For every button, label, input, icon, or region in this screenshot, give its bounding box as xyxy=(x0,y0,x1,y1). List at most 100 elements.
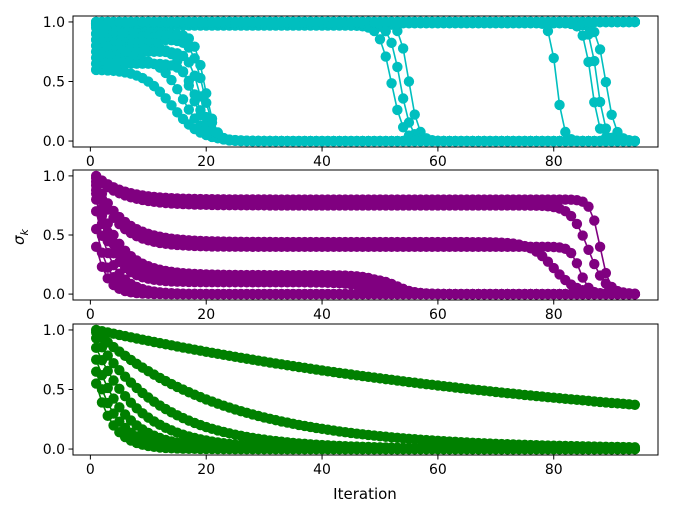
data-point xyxy=(90,223,102,235)
x-tick-label: 0 xyxy=(86,307,95,323)
data-point xyxy=(600,123,612,134)
data-point xyxy=(96,261,108,273)
x-tick-label: 0 xyxy=(86,154,95,170)
data-point xyxy=(96,397,108,408)
y-tick-label: 1.0 xyxy=(43,323,65,339)
y-tick-label: 0.0 xyxy=(43,287,65,303)
data-point xyxy=(160,67,171,79)
data-point xyxy=(102,410,113,422)
data-point xyxy=(594,241,606,253)
y-axis-label: σk xyxy=(10,228,31,245)
data-point xyxy=(183,104,195,115)
data-point xyxy=(108,358,119,369)
x-tick-label: 80 xyxy=(545,154,563,170)
data-point xyxy=(629,135,641,147)
data-point xyxy=(189,41,200,52)
series-10 xyxy=(90,241,641,300)
panel-2: 0 20 40 60 80 0.0 0.5 1.0 xyxy=(43,169,659,323)
data-point xyxy=(177,67,189,78)
data-point xyxy=(177,94,189,105)
data-point xyxy=(542,25,554,37)
data-point xyxy=(380,25,391,37)
x-tick-label: 80 xyxy=(545,462,563,478)
data-point xyxy=(206,113,218,124)
data-point xyxy=(629,443,641,455)
data-point xyxy=(397,93,409,104)
x-tick-label: 60 xyxy=(429,462,447,478)
data-point xyxy=(90,241,102,253)
data-point xyxy=(90,206,102,217)
x-tick-label: 40 xyxy=(313,154,331,170)
data-point xyxy=(392,25,403,37)
series-22 xyxy=(90,16,641,34)
data-point xyxy=(594,270,606,281)
y-tick-label: 1.0 xyxy=(43,15,65,31)
data-point xyxy=(548,52,559,64)
data-point xyxy=(589,258,600,270)
data-point xyxy=(166,74,177,86)
x-tick-label: 40 xyxy=(313,307,331,323)
data-point xyxy=(195,59,206,71)
data-point xyxy=(629,288,641,300)
data-point xyxy=(183,33,195,44)
data-point xyxy=(629,16,641,28)
data-point xyxy=(90,366,102,377)
series-line xyxy=(96,62,635,142)
panel-3: 0 20 40 60 80 0.0 0.5 1.0 xyxy=(43,323,659,478)
y-tick-label: 0.0 xyxy=(43,134,65,150)
y-axis-label-subscript: k xyxy=(18,228,31,235)
plot-area xyxy=(90,324,641,455)
data-point xyxy=(397,122,409,133)
data-point xyxy=(386,37,397,49)
data-point xyxy=(201,88,212,99)
y-axis-label-symbol: σ xyxy=(10,235,28,245)
data-point xyxy=(583,244,594,255)
x-tick-label: 20 xyxy=(197,307,215,323)
data-point xyxy=(108,420,119,431)
data-point xyxy=(577,230,588,241)
data-point xyxy=(571,258,583,269)
data-point xyxy=(600,76,612,88)
data-point xyxy=(374,34,386,45)
x-tick-label: 20 xyxy=(197,462,215,478)
panel-1: 0 20 40 60 80 0.0 0.5 1.0 xyxy=(43,15,659,170)
x-tick-label: 60 xyxy=(429,154,447,170)
plot-area xyxy=(90,16,641,147)
data-point xyxy=(368,25,380,37)
data-point xyxy=(397,43,409,54)
data-point xyxy=(554,99,565,111)
data-point xyxy=(629,399,641,411)
data-point xyxy=(90,378,102,389)
data-point xyxy=(594,96,606,108)
series-line xyxy=(96,69,635,142)
series-5 xyxy=(90,354,641,455)
data-point xyxy=(606,109,617,120)
data-point xyxy=(114,383,125,395)
y-tick-label: 0.0 xyxy=(43,442,65,458)
x-tick-label: 80 xyxy=(545,307,563,323)
data-point xyxy=(166,100,177,111)
y-tick-label: 1.0 xyxy=(43,169,65,185)
data-point xyxy=(386,78,397,89)
data-point xyxy=(90,194,102,205)
data-point xyxy=(565,210,577,222)
data-point xyxy=(90,342,102,354)
data-point xyxy=(589,215,600,226)
data-point xyxy=(380,51,391,62)
y-tick-label: 0.5 xyxy=(43,383,65,399)
data-point xyxy=(577,272,588,283)
data-point xyxy=(108,375,119,386)
x-tick-label: 40 xyxy=(313,462,331,478)
series-2 xyxy=(90,173,641,299)
data-point xyxy=(160,93,171,104)
x-tick-label: 0 xyxy=(86,462,95,478)
x-axis-label: Iteration xyxy=(333,485,397,503)
data-point xyxy=(594,44,606,55)
data-point xyxy=(560,126,571,138)
data-point xyxy=(392,61,403,73)
data-point xyxy=(571,218,583,230)
y-tick-label: 0.5 xyxy=(43,228,65,244)
data-point xyxy=(565,247,577,259)
data-point xyxy=(90,354,102,365)
